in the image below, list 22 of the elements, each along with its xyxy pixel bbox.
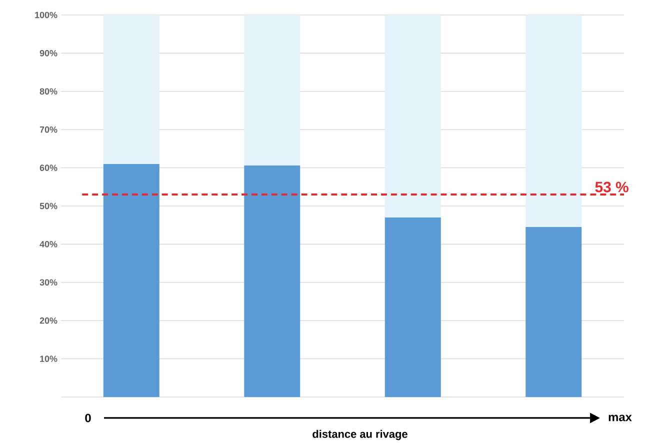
y-tick-label: 80%: [40, 88, 58, 94]
y-tick-label: 20%: [40, 317, 58, 324]
bar: [384, 14, 441, 218]
bar: [526, 226, 582, 397]
y-tick-label: 30%: [40, 278, 58, 286]
bar: [526, 14, 582, 227]
bar: [103, 164, 160, 397]
y-tick-label: 10%: [40, 355, 58, 362]
y-tick-label: 40%: [40, 240, 58, 248]
y-tick-label: 90%: [40, 50, 58, 56]
bar: [244, 14, 300, 166]
ref-line-label: 53 %: [595, 182, 628, 192]
bar: [244, 165, 300, 397]
text: max: [608, 414, 632, 422]
y-tick-label: 50%: [40, 202, 58, 209]
y-tick-label: 70%: [40, 126, 58, 133]
y-tick-label: 100%: [35, 12, 58, 18]
x-axis-title: distance au rivage: [312, 430, 408, 440]
bar: [103, 14, 160, 164]
bar: [384, 217, 441, 397]
y-tick-label: 60%: [40, 164, 58, 171]
text: 0: [85, 414, 91, 422]
